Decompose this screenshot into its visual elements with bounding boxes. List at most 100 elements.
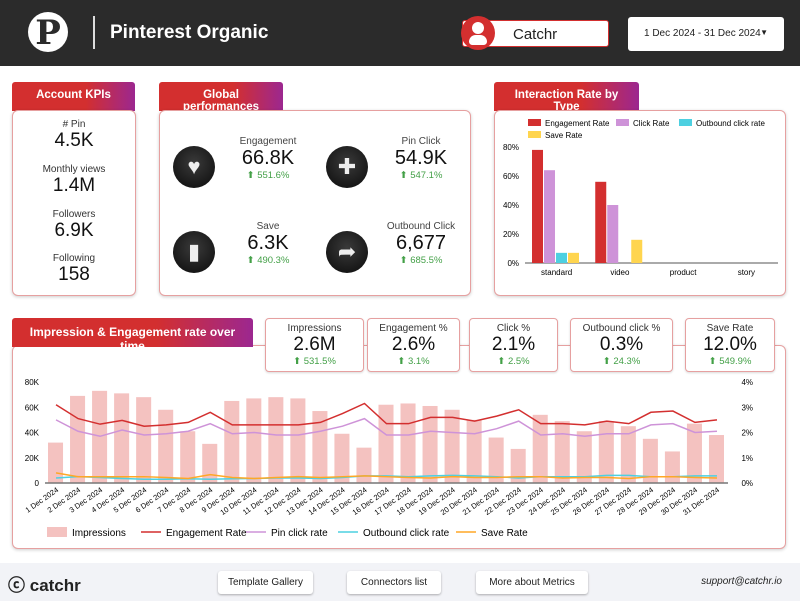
y-tick-label: 20% [503,230,519,239]
metric-label: Outbound click % [582,323,661,334]
metric-label: Save [256,221,280,232]
template-gallery-button[interactable]: Template Gallery [218,571,313,594]
bar-impressions [290,398,306,483]
bar-click-rate [607,205,619,263]
account-name: Catchr [513,26,558,43]
line-save-rate [55,472,718,480]
footer: ⓒ catchr Template Gallery Connectors lis… [0,563,800,601]
impressions-card: 0 20K 40K 60K 80K 0% 1% 2% 3% 4% 1 Dec 2024 2 Dec 2… [12,345,786,549]
y-left-tick-label: 60K [25,403,40,412]
metric-outbound-click: ➦ Outbound Click 6,677 ⬆ 685.5% [326,221,466,291]
plus-icon: ✚ [326,146,368,188]
metric-label: Click % [496,323,531,334]
y-left-tick-label: 40K [25,429,40,438]
bar-engagement-rate [595,181,607,263]
legend-label: Outbound click rate [363,528,450,539]
bookmark-icon: ▮ [173,231,215,273]
metric-box-click: Click % 2.1% ⬆ 2.5% [469,318,558,372]
legend-label: Pin click rate [271,528,328,539]
legend-label: Save Rate [545,131,583,140]
bar-impressions [400,403,416,483]
metric-value: 54.9K [394,147,448,169]
kpi-label: Followers [52,209,96,220]
line-outbound-click-rate [55,474,717,480]
legend-swatch [616,119,629,126]
legend-label: Engagement Rate [166,528,247,539]
account-kpis-card: # Pin 4.5K Monthly views 1.4M Followers 6.9… [12,110,136,296]
metric-engagement: ♥ Engagement 66.8K ⬆ 551.6% [173,136,313,206]
metric-value: 12.0% [703,334,757,355]
metric-box-impressions: Impressions 2.6M ⬆ 531.5% [265,318,364,372]
metric-value: 66.8K [241,147,295,169]
bar-impressions [246,398,262,483]
bar-impressions [378,404,394,483]
metric-delta: ⬆ 24.3% [602,356,641,367]
y-right-tick-label: 2% [741,429,753,438]
bar-impressions [180,431,196,483]
metric-delta: ⬆ 549.9% [708,356,752,367]
x-tick-label: video [610,268,630,277]
bar-impressions [576,431,592,483]
date-range-picker[interactable]: 1 Dec 2024 - 31 Dec 2024 ▼ [628,17,784,51]
metric-delta: ⬆ 3.1% [397,356,430,367]
bar-impressions [224,400,240,483]
legend-label: Save Rate [481,528,528,539]
heart-icon: ♥ [173,146,215,188]
kpi-value: 158 [58,264,90,285]
support-email-link[interactable]: support@catchr.io [701,576,782,587]
metric-box-save-rate: Save Rate 12.0% ⬆ 549.9% [685,318,775,372]
bar-save-rate [631,239,643,263]
x-tick-label: story [738,268,755,277]
metric-delta: ⬆ 685.5% [399,255,443,266]
y-left-tick-label: 0 [35,479,40,488]
bar-impressions [202,443,218,483]
bar-impressions [158,409,174,483]
metric-value: 2.6% [391,334,436,355]
user-avatar-icon [461,16,495,50]
bar-impressions [488,437,504,483]
metric-label: Engagement [239,136,297,147]
header: P Pinterest Organic Catchr 1 Dec 2024 - … [0,0,800,66]
share-arrow-icon: ➦ [326,231,368,273]
interaction-rate-title: Interaction Rate by Type [494,82,639,113]
connectors-list-button[interactable]: Connectors list [347,571,441,594]
bar-impressions [510,448,526,483]
metric-save: ▮ Save 6.3K ⬆ 490.3% [173,221,313,291]
metric-delta: ⬆ 551.6% [246,170,290,181]
y-right-tick-label: 1% [741,454,753,463]
bar-impressions [620,426,636,483]
date-range-value: 1 Dec 2024 - 31 Dec 2024 [644,28,761,39]
metric-delta: ⬆ 2.5% [497,356,530,367]
bar-impressions [422,405,438,483]
legend-label: Engagement Rate [545,119,610,128]
kpi-following: Following 158 [13,253,135,286]
metric-value: 2.6M [293,334,336,355]
pinterest-logo: P [28,12,68,53]
kpi-followers: Followers 6.9K [13,209,135,242]
y-tick-label: 0% [507,259,519,268]
bar-impressions [268,397,284,483]
more-about-metrics-button[interactable]: More about Metrics [476,571,588,594]
metric-value: 6,677 [395,232,447,254]
bar-outbound-click-rate [556,252,567,263]
bar-impressions [356,447,372,483]
metric-box-engagement: Engagement % 2.6% ⬆ 3.1% [367,318,460,372]
metric-box-outbound: Outbound click % 0.3% ⬆ 24.3% [570,318,673,372]
metric-delta: ⬆ 547.1% [399,170,443,181]
metric-delta: ⬆ 531.5% [293,356,336,367]
y-left-tick-label: 80K [25,378,40,387]
kpi-label: # Pin [62,119,86,130]
bar-impressions [642,438,658,483]
bar-impressions [708,435,724,483]
bar-impressions [444,409,460,483]
bar-impressions [70,395,86,483]
y-tick-label: 60% [503,172,519,181]
catchr-logo: ⓒ catchr [8,576,81,595]
legend-label: Click Rate [633,119,670,128]
y-right-tick-label: 4% [741,378,753,387]
y-tick-label: 80% [503,143,519,152]
metric-label: Engagement % [379,323,448,334]
y-right-tick-label: 0% [741,479,753,488]
kpi-value: 4.5K [54,130,94,151]
